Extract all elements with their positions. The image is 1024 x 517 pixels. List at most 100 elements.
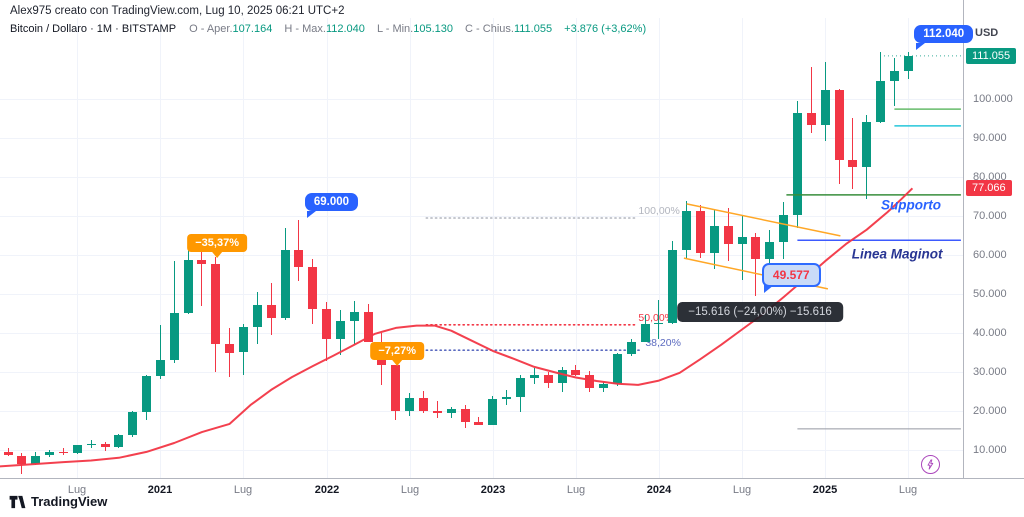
boost-flash-button[interactable]	[921, 455, 940, 474]
candle-body	[792, 113, 802, 216]
candle-body	[529, 375, 539, 378]
candle-body	[197, 259, 207, 264]
candle-body	[806, 113, 816, 125]
candle-body	[238, 327, 248, 353]
candle-wick	[658, 299, 660, 339]
tradingview-mark-icon	[9, 495, 26, 508]
symbol-title[interactable]: Bitcoin / Dollaro · 1M · BITSTAMP	[10, 23, 177, 35]
tradingview-wordmark: TradingView	[31, 494, 108, 509]
candle-body	[405, 398, 415, 412]
price-axis-badge[interactable]: 77.066	[966, 180, 1012, 197]
time-tick-label: 2022	[314, 484, 340, 496]
candle-body	[460, 409, 470, 422]
price-axis-badge[interactable]: 111.055	[966, 47, 1017, 64]
candle-body	[446, 409, 456, 414]
price-callout-badge[interactable]: 49.577	[761, 262, 821, 293]
price-callout-badge[interactable]: 112.040	[914, 25, 974, 51]
price-tick-label: 30.000	[973, 365, 1007, 378]
candle-body	[696, 210, 705, 253]
time-tick-label: 2021	[147, 484, 173, 496]
candle-body	[142, 375, 151, 413]
time-axis[interactable]: Lug 2021 Lug 2022 Lug 2023 Lug 2024 Lug 2025 Lug	[0, 478, 1024, 517]
candle-wick	[353, 301, 355, 345]
grid-line-horizontal	[0, 333, 963, 334]
candle-body	[363, 311, 373, 342]
grid-line-horizontal	[0, 138, 963, 139]
grid-line-horizontal	[0, 255, 963, 256]
drawn-text-label[interactable]: Supporto	[881, 197, 942, 213]
candle-wick	[173, 261, 175, 363]
candle-body	[723, 225, 733, 245]
change-value: +3.876 (+3,62%)	[564, 23, 647, 35]
open-value: 107.164	[232, 23, 273, 35]
candle-wick	[810, 66, 812, 134]
candle-body	[322, 308, 332, 339]
candle-body	[585, 375, 595, 388]
candle-body	[488, 398, 498, 425]
candle-wick	[478, 417, 480, 426]
tradingview-logo[interactable]: TradingView	[9, 494, 107, 509]
pennant-upper-line[interactable]	[686, 203, 841, 237]
candle-body	[225, 343, 235, 353]
time-tick-label: Lug	[566, 484, 586, 496]
candle-body	[612, 354, 622, 384]
price-axis[interactable]: USD 100.000 90.000 80.000 70.000 60.000 50.00…	[963, 0, 1024, 478]
close-label: C - Chius.	[465, 23, 514, 35]
grid-line-horizontal	[0, 411, 963, 412]
grid-line-horizontal	[0, 294, 963, 295]
time-tick-label: 2023	[480, 484, 506, 496]
candle-wick	[893, 58, 895, 107]
candle-body	[502, 397, 512, 399]
candle-body	[252, 305, 262, 328]
candle-body	[903, 55, 913, 72]
price-tick-label: 20.000	[973, 404, 1007, 417]
high-value: 112.040	[325, 23, 365, 35]
candle-wick	[741, 216, 743, 281]
close-value: 111.055	[513, 23, 553, 35]
low-label: L - Min.	[376, 23, 414, 35]
price-tick-label: 50.000	[973, 287, 1007, 300]
high-label: H - Max.	[284, 23, 326, 35]
symbol-legend: Bitcoin / Dollaro · 1M · BITSTAMP O - Ap…	[10, 23, 646, 35]
candle-body	[3, 452, 13, 456]
time-tick-label: 2024	[646, 484, 672, 496]
candle-body	[682, 210, 692, 251]
open-label: O - Aper.	[189, 23, 233, 35]
candle-body	[557, 370, 567, 383]
percent-measure-badge[interactable]: −35,37%	[187, 234, 247, 259]
candle-body	[848, 160, 858, 168]
time-tick-label: Lug	[400, 484, 420, 496]
time-tick-label: Lug	[732, 484, 752, 496]
attribution-text: Alex975 creato con TradingView.com, Lug …	[10, 5, 345, 17]
candle-body	[86, 443, 96, 445]
candle-body	[211, 264, 221, 344]
candle-body	[391, 365, 401, 412]
candle-body	[668, 250, 678, 323]
candle-body	[599, 383, 608, 388]
percent-measure-badge[interactable]: −7,27%	[370, 342, 424, 367]
candle-body	[640, 324, 650, 342]
fibonacci-layer	[425, 217, 644, 352]
candle-body	[626, 342, 636, 355]
candle-body	[72, 444, 82, 454]
overlay-lines-layer	[0, 55, 963, 468]
grid-line-vertical	[908, 18, 909, 478]
candle-body	[432, 411, 442, 414]
grid-line-horizontal	[0, 99, 963, 100]
candle-wick	[7, 448, 9, 457]
chart-plot-area[interactable]: 100,00% 50,00% 38,20%	[0, 0, 963, 478]
price-callout-badge[interactable]: 69.000	[304, 192, 359, 218]
candle-body	[765, 242, 775, 259]
grid-line-vertical	[160, 18, 161, 478]
candle-wick	[755, 233, 757, 296]
drawn-text-label[interactable]: Linea Maginot	[851, 246, 943, 262]
grid-line-vertical	[493, 18, 494, 478]
candle-body	[515, 377, 525, 398]
candle-body	[751, 237, 761, 259]
candle-body	[349, 311, 359, 321]
grid-line-vertical	[327, 18, 328, 478]
time-tick-label: Lug	[233, 484, 253, 496]
grid-line-vertical	[77, 18, 78, 478]
fib-level-label: 38,20%	[645, 337, 681, 350]
